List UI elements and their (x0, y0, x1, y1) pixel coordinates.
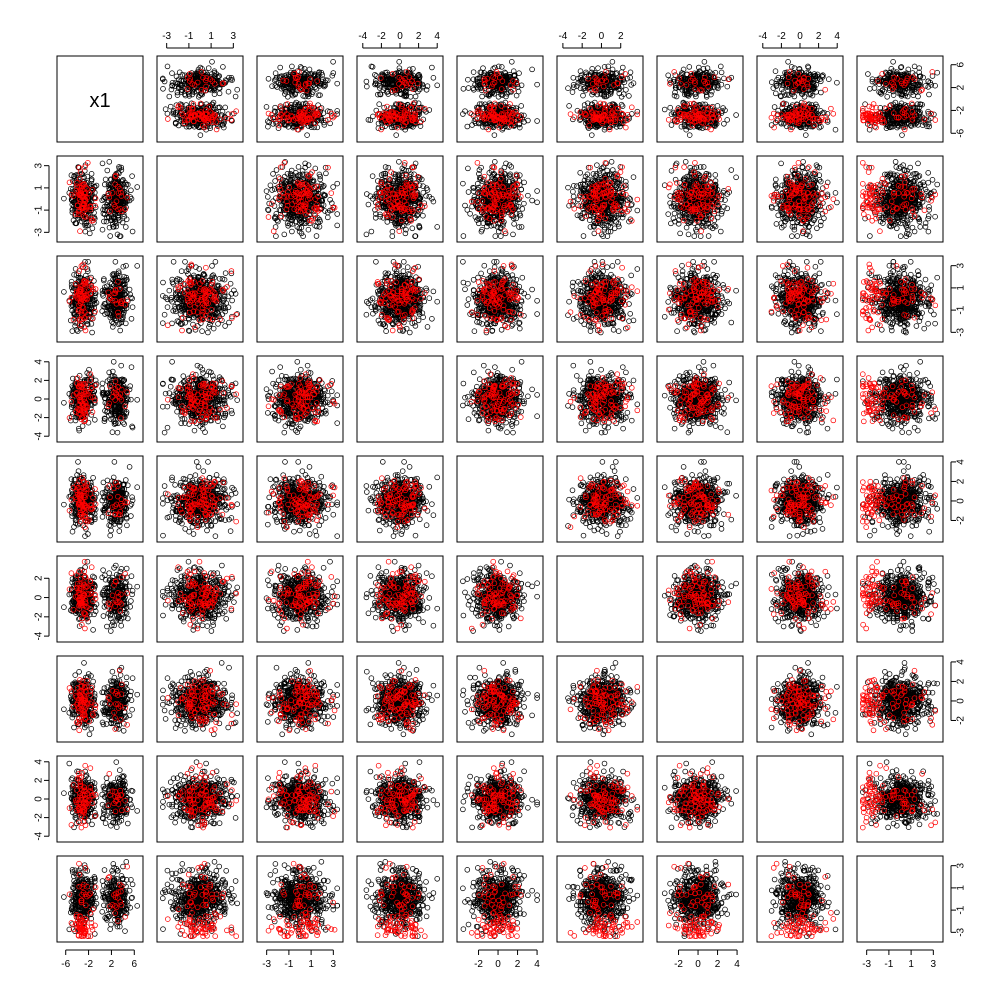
panel-1-6 (557, 56, 643, 142)
panel-1-2 (157, 56, 243, 142)
panel-1-4 (357, 56, 443, 142)
panel-1-5 (457, 56, 543, 142)
panel-1-8 (757, 56, 843, 142)
panel-1-7 (657, 56, 743, 142)
diagonal-label: x1 (89, 90, 110, 112)
panel-1-1: x1 (57, 56, 143, 142)
panel-1-3 (257, 56, 343, 142)
